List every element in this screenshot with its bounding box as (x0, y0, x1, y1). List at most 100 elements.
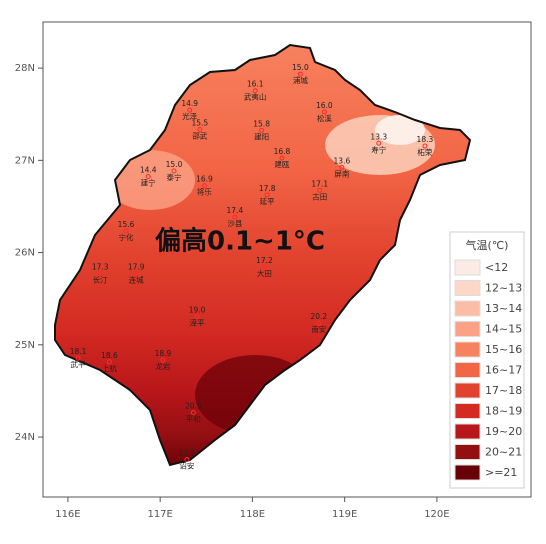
station-marker (194, 314, 200, 320)
legend-swatch (454, 321, 481, 337)
station-name: 龙岩 (155, 361, 170, 371)
x-tick-label: 120E (424, 509, 449, 520)
station-name: 延平 (260, 196, 275, 206)
station-value: 16.1 (247, 80, 264, 89)
legend-label: >=21 (485, 466, 517, 479)
station-name: 古田 (312, 191, 327, 201)
station-name: 南安 (311, 324, 326, 334)
station-value: 22.7 (179, 449, 196, 458)
station-marker (197, 126, 203, 132)
legend-label: 17~18 (485, 384, 522, 397)
station-value: 20.5 (185, 402, 202, 411)
station-name: 漳平 (190, 318, 205, 328)
station-name: 寿宁 (371, 144, 386, 154)
station-marker (316, 320, 322, 326)
x-tick-label: 119E (332, 509, 357, 520)
map-layer: 116E 117E 118E 119E 120E 24N 25N 26N 27N 28N 15.0 浦… (15, 63, 525, 520)
station-value: 17.9 (128, 262, 145, 271)
y-tick-label: 24N (15, 432, 35, 443)
legend-label: 13~14 (485, 302, 522, 315)
station-value: 17.4 (227, 206, 244, 215)
station-value: 17.8 (259, 184, 276, 193)
legend-swatch (454, 259, 481, 276)
station-value: 17.2 (256, 256, 273, 265)
station-marker (279, 155, 285, 161)
station-value: 13.3 (370, 132, 387, 141)
station-name: 宁化 (119, 232, 134, 242)
station-marker (317, 187, 323, 193)
station-name: 武平 (71, 359, 86, 369)
station-marker (201, 183, 207, 189)
station-marker (160, 357, 166, 363)
legend-swatch (454, 280, 481, 296)
y-tick-label: 26N (15, 248, 35, 259)
station-name: 浦城 (293, 75, 308, 85)
station-marker (75, 355, 81, 361)
legend-label: 19~20 (485, 425, 522, 438)
station-value: 17.3 (92, 262, 109, 271)
legend-label: 18~19 (485, 405, 522, 418)
legend-swatch (454, 341, 481, 358)
station-name: 松溪 (317, 113, 332, 123)
station-name: 建宁 (141, 177, 156, 187)
station-value: 13.6 (334, 156, 351, 165)
station-marker (187, 107, 193, 113)
legend-label: 12~13 (485, 282, 522, 295)
station-marker (123, 228, 129, 234)
legend-label: 14~15 (485, 323, 522, 336)
station-value: 15.0 (166, 160, 183, 169)
station-value: 20.2 (310, 312, 327, 321)
y-tick-label: 27N (15, 155, 35, 166)
x-tick-label: 118E (240, 509, 265, 520)
station-marker (184, 457, 190, 463)
station-marker (321, 109, 327, 115)
station-marker (171, 168, 177, 174)
station-value: 19.0 (189, 306, 206, 315)
station-value: 16.9 (196, 175, 213, 184)
station-name: 沙县 (227, 219, 242, 228)
station-marker (339, 164, 345, 170)
station-marker (252, 88, 258, 94)
station-marker (422, 143, 428, 149)
station-name: 光泽 (182, 111, 197, 121)
station-marker (190, 410, 196, 416)
y-tick-label: 25N (15, 340, 35, 351)
station-marker (133, 270, 139, 276)
station-marker (264, 192, 270, 198)
station-value: 15.5 (191, 118, 208, 127)
station-value: 18.1 (70, 347, 87, 356)
station-marker (145, 173, 151, 179)
legend-swatch (454, 382, 481, 399)
legend-title: 气温(℃) (466, 238, 509, 252)
legend-label: 20~21 (485, 446, 522, 459)
station-value: 14.9 (181, 99, 198, 108)
station-name: 邵武 (192, 130, 207, 140)
x-tick-label: 117E (147, 509, 172, 520)
legend-label: 15~16 (485, 343, 522, 356)
station-name: 诏安 (179, 461, 194, 471)
station-value: 17.1 (311, 179, 328, 188)
legend-swatch (454, 300, 481, 317)
station-value: 14.4 (140, 165, 157, 174)
y-tick-label: 28N (15, 63, 35, 74)
station-value: 15.8 (253, 119, 270, 128)
legend-swatch (454, 403, 481, 419)
station-value: 16.0 (316, 101, 333, 110)
legend-swatch (454, 464, 481, 481)
station-marker (297, 71, 303, 77)
station-name: 平和 (186, 415, 201, 424)
station-name: 屏南 (334, 168, 349, 178)
station-name: 泰宁 (166, 172, 181, 182)
station-name: 武夷山 (244, 92, 267, 102)
x-tick-label: 116E (55, 509, 80, 520)
legend-swatch (454, 423, 481, 440)
station-marker (97, 270, 103, 276)
station-marker (261, 264, 267, 270)
station-name: 建阳 (254, 131, 269, 141)
station-value: 15.6 (118, 220, 135, 229)
anomaly-annotation: 偏高0.1~1°C (155, 226, 325, 257)
station-value: 18.6 (101, 351, 118, 360)
legend-label: 16~17 (485, 364, 522, 377)
province-border (54, 43, 472, 467)
